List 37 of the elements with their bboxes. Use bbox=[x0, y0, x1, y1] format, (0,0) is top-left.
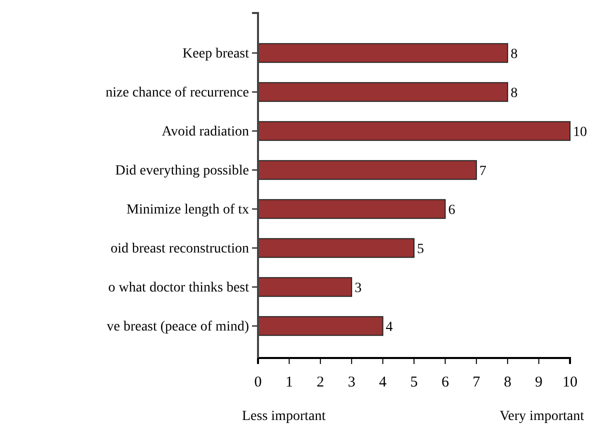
x-tick-label: 1 bbox=[285, 374, 293, 391]
text: Less important bbox=[242, 409, 326, 424]
x-tick-label: 9 bbox=[535, 374, 543, 391]
y-tick-label: Keep breast bbox=[182, 46, 250, 62]
data-label: 6 bbox=[448, 202, 456, 218]
data-label: 8 bbox=[510, 46, 518, 62]
y-tick-label: oid breast reconstruction bbox=[110, 241, 249, 256]
data-label: 3 bbox=[354, 280, 362, 296]
x-tick-label: 8 bbox=[504, 374, 512, 391]
bar bbox=[258, 43, 508, 63]
text: Very important bbox=[500, 409, 584, 424]
bar bbox=[258, 199, 446, 219]
data-label: 7 bbox=[479, 164, 486, 179]
bar bbox=[258, 121, 570, 141]
bar bbox=[258, 277, 352, 297]
bar bbox=[258, 82, 508, 102]
y-tick-label: ve breast (peace of mind) bbox=[106, 319, 250, 334]
x-tick-label: 6 bbox=[441, 374, 450, 391]
x-tick-label: 4 bbox=[379, 374, 388, 391]
x-tick-label: 10 bbox=[562, 374, 578, 391]
data-label: 8 bbox=[510, 86, 518, 101]
y-tick-label: Did everything possible bbox=[115, 163, 249, 178]
bar bbox=[258, 160, 477, 180]
x-tick-label: 7 bbox=[472, 374, 481, 391]
data-label: 4 bbox=[386, 320, 393, 335]
data-label: 10 bbox=[573, 124, 587, 140]
x-tick-label: 0 bbox=[254, 374, 262, 391]
x-tick-label: 5 bbox=[410, 374, 418, 391]
x-tick-label: 3 bbox=[348, 374, 356, 391]
y-tick-label: nize chance of recurrence bbox=[106, 85, 249, 100]
x-tick-label: 2 bbox=[316, 374, 324, 391]
data-label: 5 bbox=[417, 242, 424, 257]
y-tick-label: Minimize length of tx bbox=[126, 202, 249, 218]
y-tick-label: Avoid radiation bbox=[162, 124, 249, 140]
bar bbox=[258, 238, 414, 258]
y-tick-label: o what doctor thinks best bbox=[108, 280, 250, 296]
bar bbox=[258, 316, 384, 336]
